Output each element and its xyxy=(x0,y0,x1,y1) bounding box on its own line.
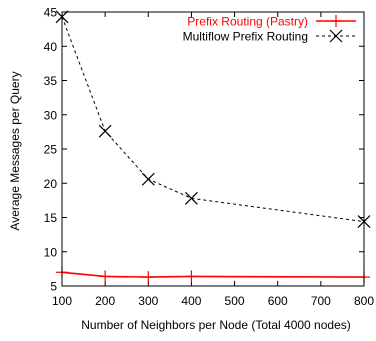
y-tick-label: 25 xyxy=(44,143,58,157)
series-0-point xyxy=(185,270,198,283)
series-1-point xyxy=(98,124,112,138)
x-tick-label: 100 xyxy=(52,294,72,308)
legend-marker-1 xyxy=(329,29,343,43)
y-tick-label: 5 xyxy=(50,280,57,294)
series-0-point xyxy=(99,270,112,283)
x-tick-label: 200 xyxy=(95,294,115,308)
y-tick-label: 40 xyxy=(44,40,58,54)
legend: Prefix Routing (Pastry)Multiflow Prefix … xyxy=(183,15,356,44)
labels-layer: 100 200 300 400 500 600 700 800 5 10 15 20 25 30 35 40 4… xyxy=(44,6,375,309)
x-tick-label: 500 xyxy=(225,294,245,308)
legend-label-0: Prefix Routing (Pastry) xyxy=(187,15,308,29)
x-tick-label: 800 xyxy=(354,294,374,308)
x-tick-label: 600 xyxy=(268,294,288,308)
y-axis-title: Average Messages per Query xyxy=(8,71,22,230)
ticks-layer xyxy=(61,11,365,287)
series-layer xyxy=(55,10,371,284)
y-tick-label: 15 xyxy=(44,211,58,225)
x-axis-title: Number of Neighbors per Node (Total 4000… xyxy=(81,318,350,332)
series-line-1 xyxy=(61,16,365,223)
series-0-point xyxy=(142,271,155,284)
y-tick-label: 10 xyxy=(44,245,58,259)
x-tick-label: 400 xyxy=(181,294,201,308)
x-tick-label: 300 xyxy=(138,294,158,308)
y-tick-label: 30 xyxy=(44,108,58,122)
y-tick-label: 20 xyxy=(44,177,58,191)
y-tick-label: 35 xyxy=(44,74,58,88)
series-1-point xyxy=(185,191,198,205)
series-1-point xyxy=(141,172,155,186)
x-tick-label: 700 xyxy=(311,294,331,308)
plot-frame xyxy=(61,11,365,287)
y-tick-label: 45 xyxy=(44,6,58,20)
legend-marker-0 xyxy=(330,15,342,27)
legend-label-1: Multiflow Prefix Routing xyxy=(183,30,308,44)
